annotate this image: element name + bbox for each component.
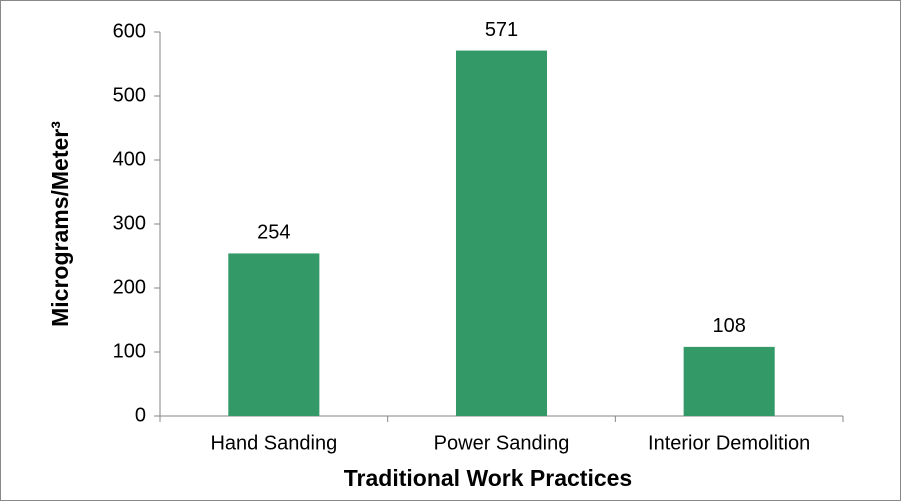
x-tick-label: Power Sanding — [434, 432, 570, 454]
y-axis-title: Micrograms/Meter³ — [47, 121, 73, 327]
y-tick-label: 100 — [113, 340, 146, 362]
y-tick-label: 500 — [113, 84, 146, 106]
data-label: 108 — [712, 315, 745, 337]
data-label: 571 — [485, 19, 518, 41]
x-axis-title: Traditional Work Practices — [344, 465, 632, 491]
bar — [228, 253, 320, 416]
bar — [455, 50, 548, 417]
bar — [683, 346, 775, 416]
y-tick-label: 400 — [113, 148, 146, 170]
x-tick-label: Interior Demolition — [648, 432, 810, 454]
y-tick-label: 600 — [113, 20, 146, 42]
x-tick-label: Hand Sanding — [210, 432, 337, 454]
data-label: 254 — [257, 222, 290, 244]
y-tick-label: 0 — [135, 404, 146, 426]
y-tick-label: 300 — [113, 212, 146, 234]
y-tick-label: 200 — [113, 276, 146, 298]
